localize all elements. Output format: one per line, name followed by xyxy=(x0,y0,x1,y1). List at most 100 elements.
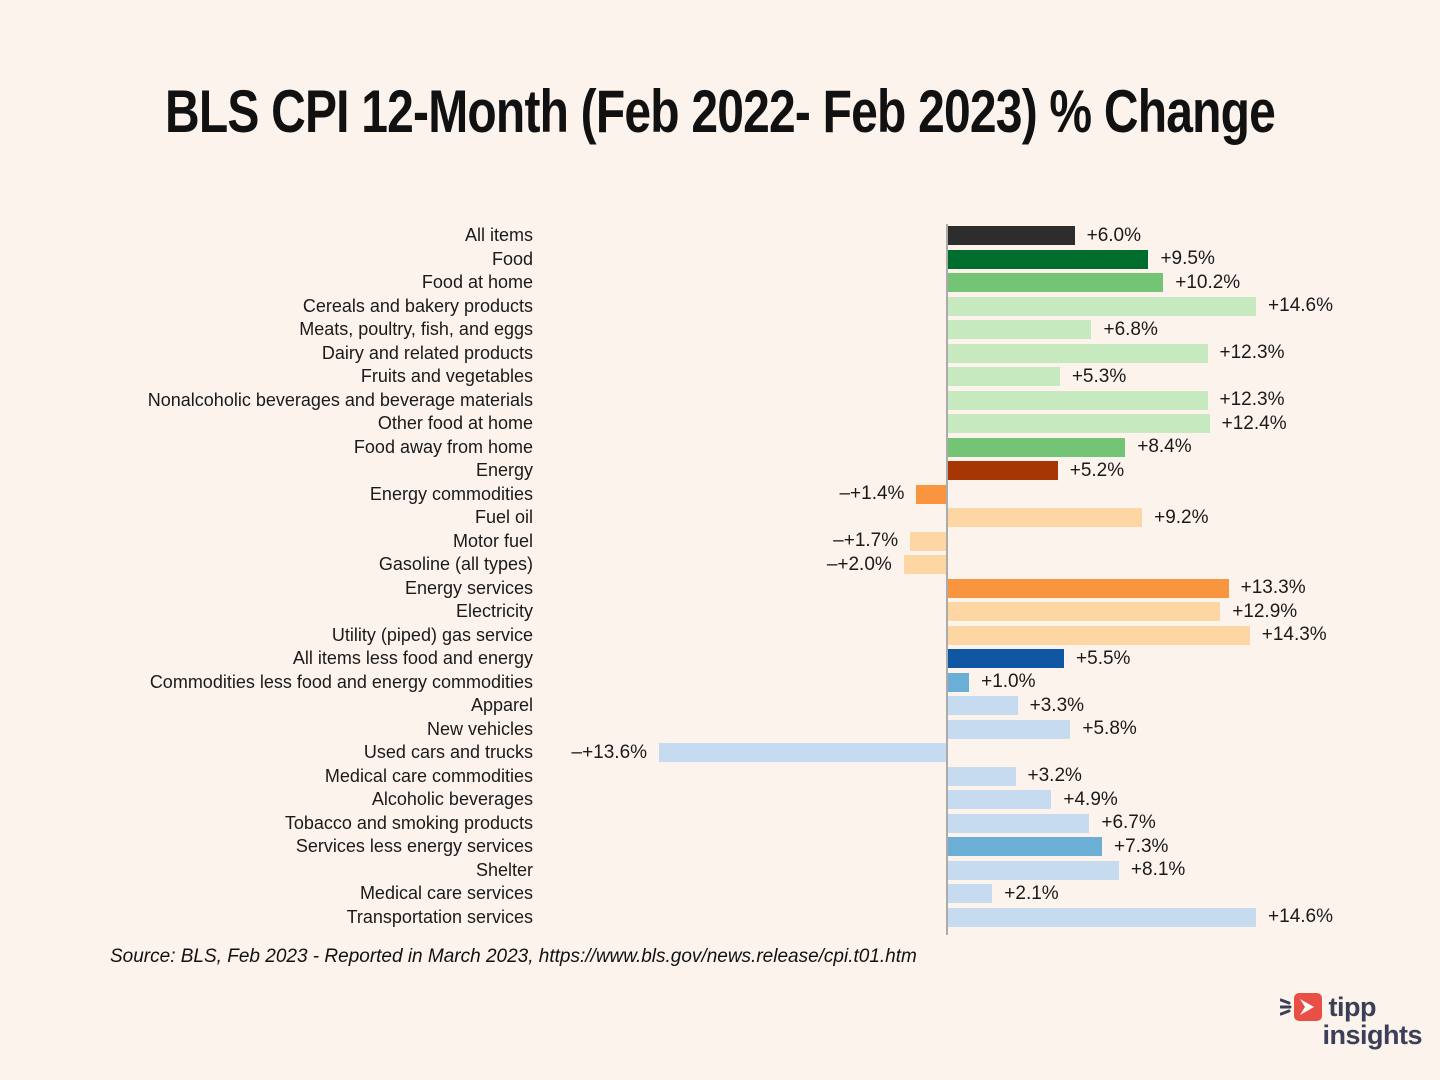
value-label: +9.5% xyxy=(1160,248,1215,270)
category-label: Medical care commodities xyxy=(324,765,533,786)
category-label: Other food at home xyxy=(377,413,533,434)
value-label: +6.0% xyxy=(1086,224,1141,246)
bar xyxy=(948,719,1071,739)
value-label: +6.7% xyxy=(1101,812,1156,834)
category-label: Energy commodities xyxy=(369,483,533,504)
category-label: Food away from home xyxy=(353,436,533,457)
bar xyxy=(948,649,1065,669)
bar xyxy=(948,296,1257,316)
value-label: +12.3% xyxy=(1219,389,1285,411)
chart-row: Apparel +3.3% xyxy=(0,694,1440,718)
value-label: +12.9% xyxy=(1232,600,1298,622)
category-label: Alcoholic beverages xyxy=(371,789,533,810)
value-label: +12.4% xyxy=(1221,412,1287,434)
value-label: +3.3% xyxy=(1029,694,1085,716)
category-label: Services less energy services xyxy=(295,836,533,857)
value-label: +3.2% xyxy=(1027,765,1082,787)
value-label: +2.1% xyxy=(1004,882,1059,904)
bar xyxy=(948,790,1052,810)
bar xyxy=(948,813,1090,833)
bar xyxy=(948,837,1103,857)
value-label: +10.2% xyxy=(1175,271,1241,293)
chart-title: BLS CPI 12-Month (Feb 2022- Feb 2023) % … xyxy=(164,78,1276,145)
value-label: –+2.0% xyxy=(826,553,892,575)
category-label: Commodities less food and energy commodi… xyxy=(149,671,533,692)
category-label: Fruits and vegetables xyxy=(360,366,533,387)
bar xyxy=(948,343,1208,363)
category-label: Fuel oil xyxy=(474,507,533,528)
value-label: +5.8% xyxy=(1082,718,1137,740)
value-label: –+1.4% xyxy=(839,483,905,505)
bar xyxy=(948,602,1221,622)
value-label: +6.8% xyxy=(1103,318,1158,340)
chart-row: All items +6.0% xyxy=(0,224,1440,248)
chart-row: Utility (piped) gas service +14.3% xyxy=(0,624,1440,648)
chart-row: Medical care commodities +3.2% xyxy=(0,765,1440,789)
value-label: +5.2% xyxy=(1069,459,1125,481)
bar xyxy=(910,531,946,551)
chart-row: Food at home +10.2% xyxy=(0,271,1440,295)
value-label: +8.1% xyxy=(1130,859,1186,881)
source-note: Source: BLS, Feb 2023 - Reported in Marc… xyxy=(110,946,917,967)
tipp-insights-arrow-icon xyxy=(1280,992,1324,1022)
bar xyxy=(948,437,1126,457)
value-label: +14.6% xyxy=(1268,295,1334,317)
value-label: +1.0% xyxy=(981,671,1036,693)
bar xyxy=(948,273,1164,293)
bar xyxy=(948,766,1016,786)
bar xyxy=(659,743,946,763)
bar xyxy=(948,860,1119,880)
bar xyxy=(948,578,1229,598)
chart-row: Used cars and trucks –+13.6% xyxy=(0,741,1440,765)
bar xyxy=(948,414,1210,434)
category-label: Motor fuel xyxy=(452,530,533,551)
category-label: Apparel xyxy=(470,695,533,716)
chart-row: Fuel oil +9.2% xyxy=(0,506,1440,530)
chart-row: Alcoholic beverages +4.9% xyxy=(0,788,1440,812)
chart-row: New vehicles +5.8% xyxy=(0,718,1440,742)
zero-axis-line xyxy=(946,224,948,935)
category-label: Energy xyxy=(475,460,533,481)
chart-row: Electricity +12.9% xyxy=(0,600,1440,624)
chart-row: Cereals and bakery products +14.6% xyxy=(0,295,1440,319)
value-label: +13.3% xyxy=(1240,577,1306,599)
logo-text-tipp: tipp xyxy=(1328,992,1376,1022)
chart-row: Food away from home +8.4% xyxy=(0,436,1440,460)
chart-row: Energy services +13.3% xyxy=(0,577,1440,601)
value-label: +14.6% xyxy=(1268,906,1334,928)
chart-row: Shelter +8.1% xyxy=(0,859,1440,883)
bar xyxy=(948,696,1018,716)
bar xyxy=(903,555,946,575)
bar xyxy=(948,884,993,904)
chart-row: Dairy and related products +12.3% xyxy=(0,342,1440,366)
category-label: Nonalcoholic beverages and beverage mate… xyxy=(147,389,533,410)
value-label: +9.2% xyxy=(1154,506,1209,528)
bar xyxy=(948,249,1149,269)
category-label: All items less food and energy xyxy=(292,648,533,669)
category-label: Tobacco and smoking products xyxy=(284,812,533,833)
category-label: Transportation services xyxy=(346,906,533,927)
category-label: All items xyxy=(464,225,533,246)
bar xyxy=(948,625,1250,645)
category-label: Dairy and related products xyxy=(321,342,533,363)
value-label: +8.4% xyxy=(1137,436,1192,458)
category-label: Meats, poultry, fish, and eggs xyxy=(299,319,533,340)
value-label: +4.9% xyxy=(1063,788,1118,810)
value-label: +12.3% xyxy=(1219,342,1285,364)
chart-row: Energy +5.2% xyxy=(0,459,1440,483)
chart-row: Medical care services +2.1% xyxy=(0,882,1440,906)
value-label: –+1.7% xyxy=(833,530,899,552)
chart-row: Gasoline (all types) –+2.0% xyxy=(0,553,1440,577)
chart-row: Nonalcoholic beverages and beverage mate… xyxy=(0,389,1440,413)
category-label: Used cars and trucks xyxy=(363,742,533,763)
chart-row: Tobacco and smoking products +6.7% xyxy=(0,812,1440,836)
bar xyxy=(948,320,1092,340)
chart-row: Food +9.5% xyxy=(0,248,1440,272)
logo-text-insights: insights xyxy=(1322,1020,1422,1050)
chart-row: Energy commodities –+1.4% xyxy=(0,483,1440,507)
value-label: +5.3% xyxy=(1071,365,1127,387)
value-label: +14.3% xyxy=(1261,624,1327,646)
bar xyxy=(948,461,1058,481)
bar xyxy=(948,390,1208,410)
category-label: Shelter xyxy=(475,859,533,880)
